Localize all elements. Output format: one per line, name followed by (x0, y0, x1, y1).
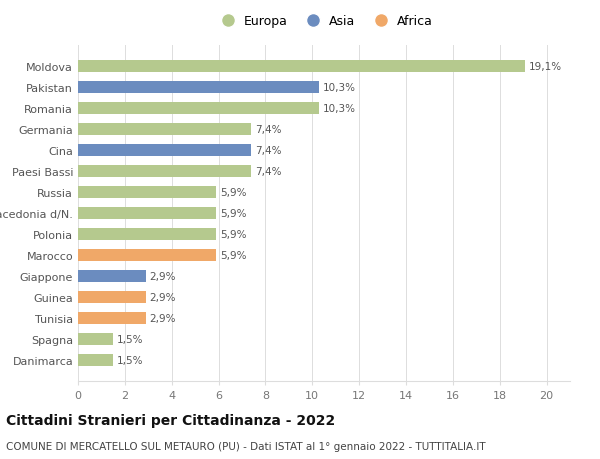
Text: 10,3%: 10,3% (323, 83, 356, 93)
Bar (78, 187, 216, 198)
Text: 2,9%: 2,9% (149, 313, 176, 323)
Text: COMUNE DI MERCATELLO SUL METAURO (PU) - Dati ISTAT al 1° gennaio 2022 - TUTTITAL: COMUNE DI MERCATELLO SUL METAURO (PU) - … (6, 441, 485, 451)
Bar (78, 333, 113, 345)
Text: 7,4%: 7,4% (255, 125, 281, 134)
Text: 19,1%: 19,1% (529, 62, 562, 72)
Text: Cittadini Stranieri per Cittadinanza - 2022: Cittadini Stranieri per Cittadinanza - 2… (6, 413, 335, 427)
Bar (78, 82, 319, 94)
Bar (78, 207, 216, 219)
Legend: Europa, Asia, Africa: Europa, Asia, Africa (211, 10, 437, 33)
Text: 5,9%: 5,9% (220, 188, 246, 197)
Text: 5,9%: 5,9% (220, 230, 246, 239)
Bar (78, 313, 146, 324)
Bar (78, 354, 113, 366)
Text: 5,9%: 5,9% (220, 208, 246, 218)
Text: 5,9%: 5,9% (220, 250, 246, 260)
Text: 7,4%: 7,4% (255, 146, 281, 156)
Bar (78, 166, 251, 177)
Bar (78, 270, 146, 282)
Text: 7,4%: 7,4% (255, 167, 281, 177)
Text: 10,3%: 10,3% (323, 104, 356, 114)
Bar (78, 291, 146, 303)
Text: 1,5%: 1,5% (116, 334, 143, 344)
Text: 1,5%: 1,5% (116, 355, 143, 365)
Text: 2,9%: 2,9% (149, 271, 176, 281)
Bar (78, 229, 216, 240)
Bar (78, 250, 216, 261)
Bar (78, 124, 251, 135)
Bar (78, 145, 251, 157)
Bar (78, 103, 319, 114)
Bar (78, 61, 526, 73)
Text: 2,9%: 2,9% (149, 292, 176, 302)
